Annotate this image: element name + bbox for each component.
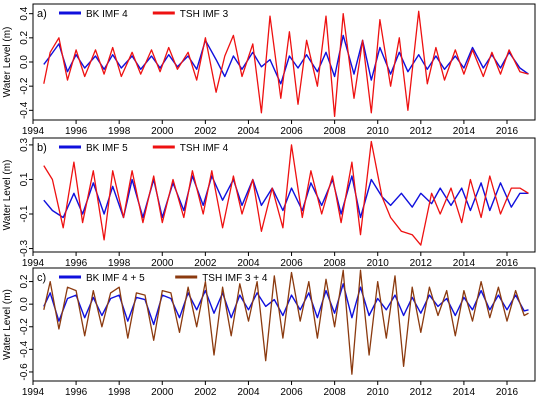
x-tick-label: 1994 [22,126,45,137]
legend-label: BK IMF 5 [86,143,128,154]
y-tick-label: 0.0 [19,55,30,69]
x-tick-label: 2010 [367,387,390,398]
x-tick-label: 2012 [410,258,433,269]
x-tick-label: 2016 [496,126,519,137]
y-axis-label: Water Level (m) [2,289,13,360]
y-tick-label: -0.6 [19,363,30,381]
x-tick-label: 2016 [496,387,519,398]
x-tick-label: 2002 [194,126,217,137]
y-tick-label: -0.4 [19,340,30,358]
panel-c: 0.2 0.0 -0.2 -0.4 -0.6 1994 1996 1998 2000 2002 20… [2,267,536,398]
x-tick-label: 2014 [453,258,476,269]
x-tick-label: 1998 [108,126,131,137]
y-axis-label: Water Level (m) [2,160,13,231]
panel-label: b) [37,142,47,154]
series-line-tsh-imf-3-4 [43,269,529,375]
y-tick-label: 0.1 [19,172,30,186]
panel-label: c) [37,272,46,284]
series-group [43,10,529,118]
x-tick-label: 2006 [280,126,303,137]
y-tick-label: 0.2 [19,30,30,44]
x-tick-label: 2004 [237,126,260,137]
x-tick-label: 2000 [151,258,174,269]
x-tick-label: 2012 [410,126,433,137]
panel-label: a) [37,8,47,20]
series-group [43,140,529,246]
plot-frame [32,137,536,253]
x-tick-label: 1994 [22,387,45,398]
x-tick-label: 1998 [108,387,131,398]
x-tick-label: 2014 [453,387,476,398]
y-axis-label: Water Level (m) [2,27,13,98]
legend-label: TSH IMF 3 + 4 [202,273,268,284]
x-tick-label: 1994 [22,258,45,269]
x-tick-label: 2002 [194,387,217,398]
x-tick-label: 2014 [453,126,476,137]
x-tick-label: 2010 [367,258,390,269]
legend-label: TSH IMF 4 [180,143,229,154]
x-tick-label: 2004 [237,387,260,398]
x-tick-label: 2012 [410,387,433,398]
series-line-tsh-imf-4 [43,140,529,246]
y-tick-label: -0.3 [19,239,30,257]
plot-frame [32,267,536,382]
legend-label: BK IMF 4 [86,9,128,20]
x-tick-label: 1996 [65,387,88,398]
x-tick-label: 2008 [324,387,347,398]
x-tick-label: 2016 [496,258,519,269]
y-tick-label: 0.4 [19,6,30,20]
y-tick-label: 0.0 [19,297,30,311]
series-line-bk-imf-4-5 [43,283,529,326]
x-tick-label: 1996 [65,258,88,269]
legend-label: BK IMF 4 + 5 [86,273,145,284]
y-tick-label: 0.2 [19,274,30,288]
y-tick-label: -0.2 [19,318,30,336]
x-tick-label: 2006 [280,387,303,398]
x-tick-label: 2000 [151,126,174,137]
legend-label: TSH IMF 3 [180,9,229,20]
x-tick-label: 2004 [237,258,260,269]
series-line-tsh-imf-3 [43,10,529,118]
y-tick-label: -0.2 [19,77,30,95]
x-tick-label: 1998 [108,258,131,269]
series-group [43,269,529,375]
y-tick-label: 0.3 [19,138,30,152]
x-tick-label: 2010 [367,126,390,137]
x-tick-label: 2008 [324,258,347,269]
x-tick-label: 1996 [65,126,88,137]
x-tick-label: 2002 [194,258,217,269]
x-tick-label: 2000 [151,387,174,398]
panel-a: 0.4 0.2 0.0 -0.2 -0.4 1994 1996 1998 2000 2002 200… [2,3,536,137]
x-tick-label: 2008 [324,126,347,137]
y-tick-label: -0.4 [19,101,30,119]
x-tick-label: 2006 [280,258,303,269]
y-tick-label: -0.1 [19,205,30,223]
